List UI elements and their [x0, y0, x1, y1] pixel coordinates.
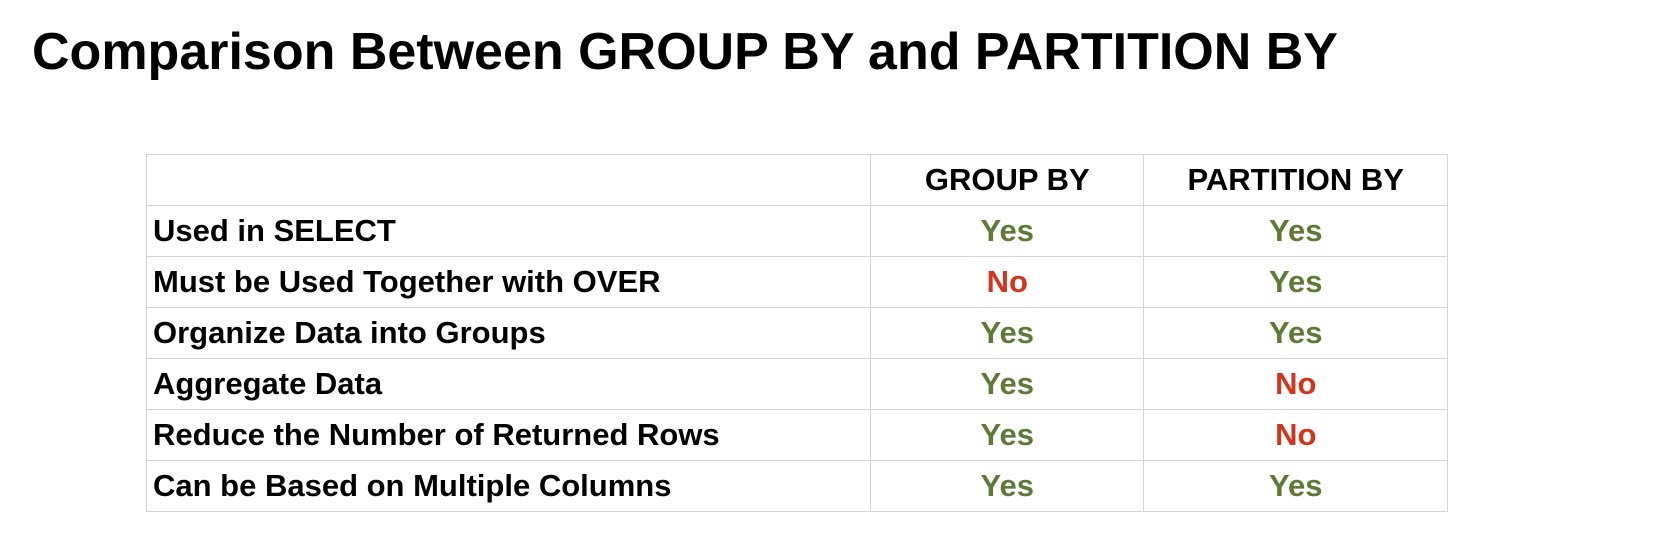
header-row: GROUP BY PARTITION BY [145, 154, 1448, 206]
cell-value: No [1143, 358, 1448, 410]
row: Organize Data into Groups Yes Yes [145, 307, 1448, 359]
title: Comparison Between GROUP BY and PARTITIO… [32, 23, 1338, 81]
header-cell [145, 154, 872, 206]
cell-value: Yes [1143, 307, 1448, 359]
comparison-table: GROUP BY PARTITION BY Used in SELECT Yes… [145, 154, 1448, 512]
cell-value: Yes [1143, 256, 1448, 308]
cell-value: No [1143, 409, 1448, 461]
row: Must be Used Together with OVER No Yes [145, 256, 1448, 308]
row: Reduce the Number of Returned Rows Yes N… [145, 409, 1448, 461]
cell-value: Yes [870, 205, 1145, 257]
cell-value: Yes [1143, 460, 1448, 512]
row-label: Must be Used Together with OVER [145, 256, 872, 308]
header-cell: PARTITION BY [1143, 154, 1448, 206]
cell-value: Yes [870, 460, 1145, 512]
cell-value: Yes [870, 409, 1145, 461]
row-label: Reduce the Number of Returned Rows [145, 409, 872, 461]
row-label: Used in SELECT [145, 205, 872, 257]
row: Can be Based on Multiple Columns Yes Yes [145, 460, 1448, 512]
cell-value: No [870, 256, 1145, 308]
cell-value: Yes [870, 358, 1145, 410]
row-label: Aggregate Data [145, 358, 872, 410]
row-label: Can be Based on Multiple Columns [145, 460, 872, 512]
row: Used in SELECT Yes Yes [145, 205, 1448, 257]
row-label: Organize Data into Groups [145, 307, 872, 359]
row: Aggregate Data Yes No [145, 358, 1448, 410]
header-cell: GROUP BY [870, 154, 1145, 206]
cell-value: Yes [870, 307, 1145, 359]
cell-value: Yes [1143, 205, 1448, 257]
